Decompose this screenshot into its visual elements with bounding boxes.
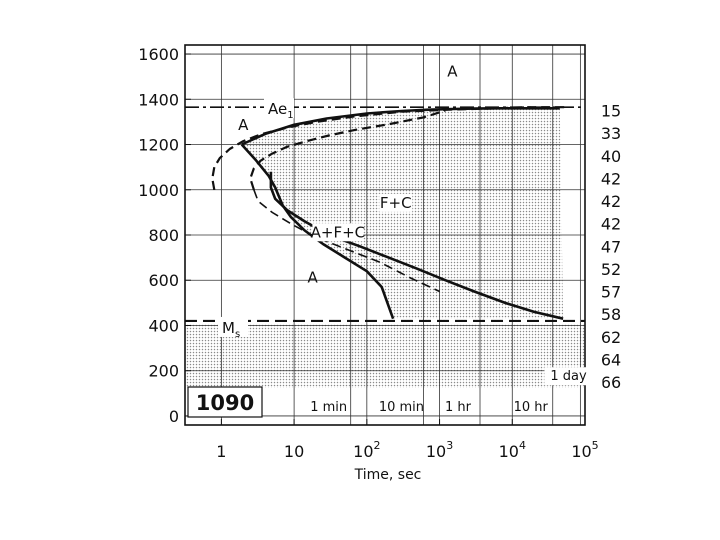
curve-transformation-end [269,171,564,320]
y-tick-label-400: 400 [148,316,179,335]
chart-title: 1090 [196,391,254,415]
curve-layer [211,106,567,320]
time-markers: 1 min 10 min 1 hr 10 hr 1 day [310,367,603,415]
marker-label-10-min: 10 min [379,400,424,415]
region-label-0: A [447,63,458,81]
region-label-3: A+F+C [311,223,366,241]
hardness-value-5: 42 [601,215,621,234]
region-label-4: A [308,269,319,287]
hardness-value-8: 57 [601,283,621,302]
x-tick-label-100: 102 [353,439,380,461]
y-tick-label-1000: 1000 [138,181,179,200]
x-tick-label-10000: 104 [499,439,526,461]
y-tick-label-1200: 1200 [138,136,179,155]
ref-label-sub-ae: 1 [287,110,293,121]
y-tick-label-800: 800 [148,226,179,245]
x-tick-exponent-1000: 3 [446,439,453,452]
ref-label-ae: Ae1 [268,100,294,121]
x-tick-label-10: 10 [284,442,304,461]
martensite-region [185,324,585,388]
y-tick-label-600: 600 [148,271,179,290]
hardness-value-6: 47 [601,237,621,256]
hardness-value-7: 52 [601,260,621,279]
hardness-value-10: 62 [601,328,621,347]
marker-label-1-day: 1 day [550,369,587,384]
x-tick-label-1000: 103 [426,439,453,461]
hardness-value-11: 64 [601,350,621,369]
hardness-value-3: 42 [601,169,621,188]
y-tick-label-1600: 1600 [138,45,179,64]
steel-label-box [187,386,263,418]
ref-label-bg-m [218,316,248,337]
y-tick-label-1400: 1400 [138,90,179,109]
x-tick-exponent-10000: 4 [519,439,526,452]
marker-label-10-hr: 10 hr [514,400,549,415]
hardness-value-4: 42 [601,192,621,211]
y-axis: 0 200 400 600 800 1000 1200 1400 1600 [138,45,191,426]
region-label-bg-3 [312,223,364,242]
y-tick-label-200: 200 [148,362,179,381]
region-label-2: F+C [380,194,412,212]
hardness-value-1: 33 [601,124,621,143]
marker-label-1-hr: 1 hr [445,400,472,415]
x-tick-exponent-100: 2 [374,439,381,452]
marker-label-1-min: 1 min [310,400,347,415]
transformation-band [241,108,564,319]
region-label-bg-2 [379,193,413,212]
marker-label-bg-1-day [544,367,603,386]
hardness-value-0: 15 [601,102,621,121]
region-labels: A A F+C A+F+C A [238,63,458,287]
hardness-value-12: 66 [601,373,621,392]
hardness-value-9: 58 [601,305,621,324]
x-tick-label-1: 1 [216,442,226,461]
curve-transformation-start [241,107,560,146]
hardness-scale: 15 33 40 42 42 42 47 52 57 58 62 64 66 [601,102,621,392]
hardness-value-2: 40 [601,147,621,166]
x-axis-label: Time, sec [354,467,422,483]
x-tick-label-100000: 105 [571,439,598,461]
curve-start-lower-branch [240,143,395,320]
ref-label-sub-m: s [235,329,240,340]
x-tick-exponent-100000: 5 [592,439,599,452]
ref-label-bg-ae [264,98,294,119]
curve-50-transformation-lower [253,189,440,293]
y-tick-label-0: 0 [169,407,179,426]
region-label-1: A [238,116,249,134]
curve-50-transformation [249,109,446,191]
